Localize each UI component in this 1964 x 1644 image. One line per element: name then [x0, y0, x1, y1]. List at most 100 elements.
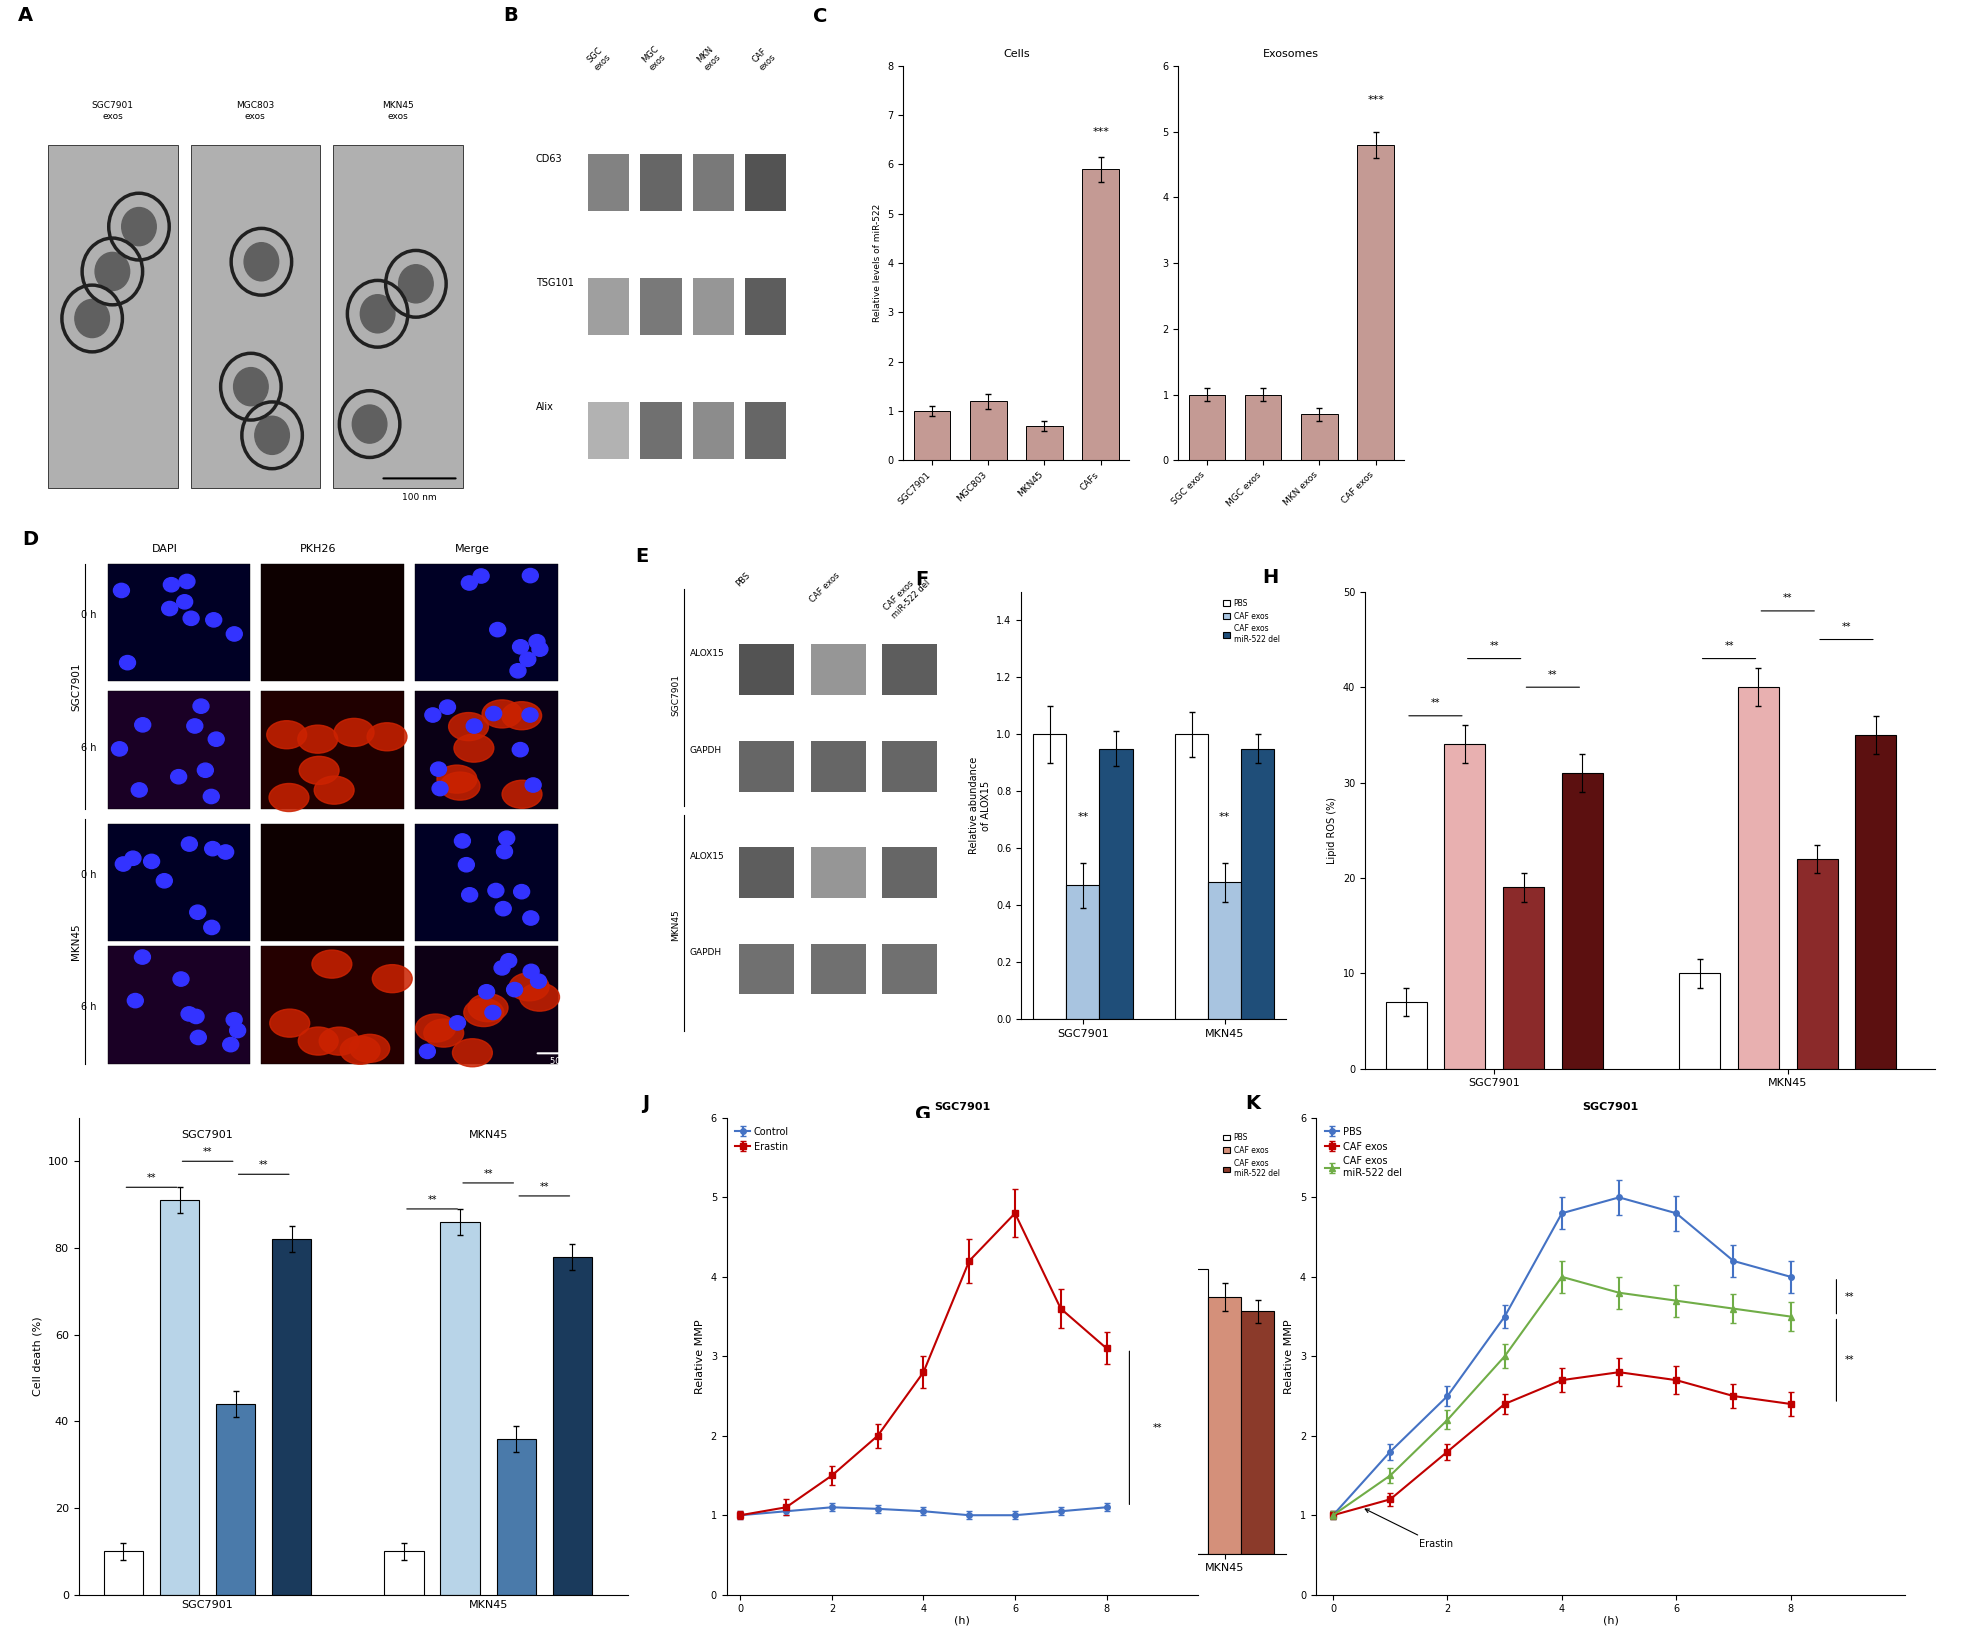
Title: SGC7901: SGC7901: [1583, 1101, 1638, 1111]
Circle shape: [181, 837, 196, 852]
Bar: [1245, 395, 1281, 460]
Y-axis label: Relative levels of
ALOX15 mRNA: Relative levels of ALOX15 mRNA: [968, 1299, 990, 1381]
Text: C: C: [813, 7, 827, 26]
Circle shape: [473, 569, 489, 584]
Circle shape: [424, 709, 440, 722]
FancyBboxPatch shape: [414, 692, 558, 809]
FancyBboxPatch shape: [882, 741, 937, 792]
Text: SGC7901: SGC7901: [672, 674, 680, 717]
Ellipse shape: [350, 1034, 389, 1062]
Circle shape: [234, 368, 269, 406]
Text: **: **: [1548, 669, 1557, 679]
Circle shape: [196, 763, 214, 778]
Text: ***: ***: [1367, 95, 1385, 105]
Circle shape: [495, 901, 511, 916]
Bar: [440, 1221, 479, 1595]
Text: 50 μm: 50 μm: [550, 1057, 577, 1065]
Ellipse shape: [267, 720, 306, 748]
Text: **: **: [202, 1148, 212, 1157]
FancyBboxPatch shape: [882, 944, 937, 995]
Y-axis label: Relative abundance
of ALOX15: Relative abundance of ALOX15: [968, 756, 990, 855]
Circle shape: [465, 718, 483, 733]
Circle shape: [192, 699, 208, 713]
Circle shape: [189, 1009, 204, 1024]
Legend: PBS, CAF exos, CAF exos
miR-522 del: PBS, CAF exos, CAF exos miR-522 del: [1220, 595, 1282, 646]
Circle shape: [507, 983, 522, 996]
Bar: [1738, 687, 1779, 1069]
Text: CD63: CD63: [536, 155, 562, 164]
Bar: [273, 1240, 312, 1595]
Text: TSG101: TSG101: [536, 278, 573, 288]
FancyBboxPatch shape: [108, 947, 249, 1064]
Bar: [552, 1256, 591, 1595]
Ellipse shape: [464, 998, 503, 1026]
Ellipse shape: [299, 756, 340, 784]
Bar: [1208, 883, 1241, 1019]
Text: 6 h: 6 h: [81, 743, 96, 753]
FancyBboxPatch shape: [744, 155, 786, 212]
Circle shape: [485, 707, 501, 720]
Text: PBS: PBS: [735, 570, 752, 589]
Circle shape: [501, 954, 517, 968]
Bar: [1033, 1269, 1066, 1554]
Circle shape: [157, 873, 173, 888]
Circle shape: [420, 1044, 436, 1059]
FancyBboxPatch shape: [640, 403, 682, 459]
Circle shape: [511, 664, 526, 677]
FancyBboxPatch shape: [744, 403, 786, 459]
Circle shape: [204, 921, 220, 934]
FancyBboxPatch shape: [587, 155, 628, 212]
Bar: [385, 1552, 424, 1595]
Text: 6 h: 6 h: [81, 1003, 96, 1013]
Circle shape: [489, 623, 505, 636]
Text: **: **: [1220, 812, 1229, 822]
Ellipse shape: [448, 712, 489, 740]
Bar: [1502, 888, 1544, 1069]
Bar: [1066, 886, 1100, 1019]
Text: SGC7901: SGC7901: [183, 1129, 234, 1139]
Y-axis label: Cell death (%): Cell death (%): [31, 1317, 43, 1396]
Circle shape: [75, 299, 110, 337]
Bar: [497, 1438, 536, 1595]
Text: GAPDH: GAPDH: [689, 746, 723, 755]
Circle shape: [524, 778, 542, 792]
Legend: Control, Erastin: Control, Erastin: [731, 1123, 793, 1156]
Text: Merge: Merge: [456, 544, 489, 554]
Text: GAPDH: GAPDH: [689, 949, 723, 957]
Ellipse shape: [509, 973, 550, 1001]
Text: MKN45
exos: MKN45 exos: [383, 102, 414, 122]
Circle shape: [116, 857, 132, 871]
FancyBboxPatch shape: [811, 944, 866, 995]
Circle shape: [487, 883, 505, 898]
Bar: [159, 1200, 198, 1595]
Ellipse shape: [299, 1028, 338, 1055]
Y-axis label: Relative MMP: Relative MMP: [695, 1318, 705, 1394]
Bar: [1033, 735, 1066, 1019]
FancyBboxPatch shape: [108, 692, 249, 809]
Circle shape: [359, 294, 395, 332]
Ellipse shape: [436, 764, 477, 792]
X-axis label: (h): (h): [955, 1616, 970, 1626]
Text: **: **: [1489, 641, 1499, 651]
Ellipse shape: [269, 784, 308, 812]
FancyBboxPatch shape: [738, 847, 793, 898]
Circle shape: [522, 911, 538, 926]
Circle shape: [522, 965, 540, 978]
FancyBboxPatch shape: [640, 155, 682, 212]
Ellipse shape: [269, 1009, 310, 1037]
Circle shape: [454, 834, 471, 848]
Bar: [1174, 735, 1208, 1019]
FancyBboxPatch shape: [738, 944, 793, 995]
Bar: [1241, 748, 1275, 1019]
Circle shape: [528, 635, 544, 649]
FancyBboxPatch shape: [414, 564, 558, 681]
FancyBboxPatch shape: [738, 741, 793, 792]
Legend: PBS, CAF exos, CAF exos
miR-522 del: PBS, CAF exos, CAF exos miR-522 del: [1320, 1123, 1406, 1182]
Bar: [1679, 973, 1720, 1069]
Circle shape: [204, 789, 220, 804]
Ellipse shape: [314, 776, 354, 804]
Circle shape: [450, 1016, 465, 1031]
Text: SGC7901
exos: SGC7901 exos: [92, 102, 134, 122]
Text: ***: ***: [1092, 127, 1110, 138]
Circle shape: [479, 985, 495, 1000]
